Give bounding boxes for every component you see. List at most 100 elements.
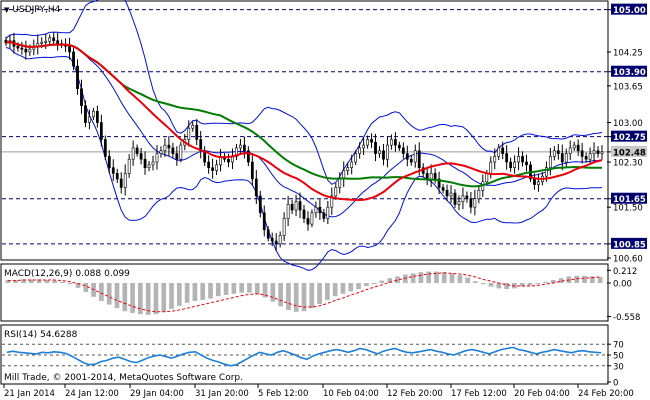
candle-body [111,167,115,174]
time-axis: 21 Jan 2014 24 Jan 12:00 29 Jan 04:00 31 Ja… [3,384,634,399]
macd-bar [145,283,151,315]
candle [56,32,60,51]
time-tick-label: 20 Feb 04:00 [514,389,570,399]
candle [572,141,576,151]
candle [147,160,151,172]
candle-body [572,144,576,149]
candle-body [429,173,433,180]
candle [227,153,230,168]
macd-series [5,271,603,315]
candle-body [123,173,127,188]
candle-body [544,167,548,177]
candle-body [548,156,552,168]
candle-body [393,139,397,146]
price-tick-label: 104.25 [613,48,643,58]
price-tick-label: 102.75 [613,133,646,143]
macd-bar [130,283,135,313]
macd-bar [379,280,385,283]
macd-bar [488,283,494,287]
candle [88,109,91,130]
candle [314,201,318,218]
candle [135,144,139,157]
candle-body [461,195,465,202]
candle-body [243,144,246,152]
macd-bar [364,283,369,286]
candle-body [175,153,179,160]
candle [52,32,56,46]
candle-body [84,105,87,123]
candle [24,40,28,60]
candle [246,146,250,167]
candle [401,142,405,159]
candle [473,189,477,216]
level-price-box [611,237,647,249]
macd-axis: 0.212 0.00 -0.558 [607,267,640,323]
rsi-tick-label: 70 [613,341,624,351]
price-axis: 105.00 104.25 103.90 103.65 103.00 102.75 102.… [607,3,647,265]
macd-bar [574,275,580,283]
candle-body [537,181,540,185]
candle-body [417,150,421,168]
candle-body [298,201,302,211]
candle [588,147,592,165]
candle-body [76,65,79,89]
candle [445,184,449,201]
candle [262,205,266,237]
candle [513,155,516,174]
candle [370,133,373,148]
macd-bar [239,283,244,293]
candle [350,154,354,175]
level-price-box [611,130,647,142]
candle-body [103,139,107,157]
candle-body [350,161,354,168]
price-tick-label: 102.48 [613,148,646,158]
candle-body [346,167,350,171]
candle [568,140,572,161]
macd-bar [434,271,439,283]
candle-body [227,158,230,163]
candle [493,148,497,170]
candle [84,100,87,128]
candle [465,191,469,203]
rsi-series [2,343,607,367]
candle-body [413,150,417,163]
candle [521,151,524,167]
macd-bar [504,283,509,289]
candle [580,142,584,164]
macd-bar [457,275,463,283]
candle-body [131,147,135,160]
candle [457,195,461,210]
candle-body [278,235,282,245]
macd-tick-label: 0.00 [613,280,632,290]
candle-body [533,178,536,185]
time-tick-label: 10 Feb 04:00 [323,389,379,399]
candle-body [215,164,218,171]
candle [250,155,254,186]
candle-body [195,125,199,140]
candle [417,142,421,176]
candle-body [246,150,250,163]
candle [243,136,246,159]
candle [111,159,115,181]
macd-bar [200,283,206,300]
time-tick-label: 29 Jan 04:00 [130,389,184,399]
candle [334,182,338,200]
macd-bar [184,283,190,303]
candle [346,162,350,176]
candle [215,159,218,176]
candle-body [584,156,588,160]
candle [76,59,79,95]
price-tick-label: 101.65 [613,195,646,205]
candle-body [489,161,493,174]
candle [374,133,377,162]
candle-body [151,161,155,166]
macd-bar [223,283,229,295]
time-tick-label: 12 Feb 20:00 [387,389,443,399]
candle [179,141,183,163]
candle [282,212,286,242]
candle-body [457,201,461,205]
rsi-title: RSI(14) 54.6288 [4,330,78,340]
candle [278,231,282,248]
candle [477,185,481,204]
candle-body [473,198,477,208]
